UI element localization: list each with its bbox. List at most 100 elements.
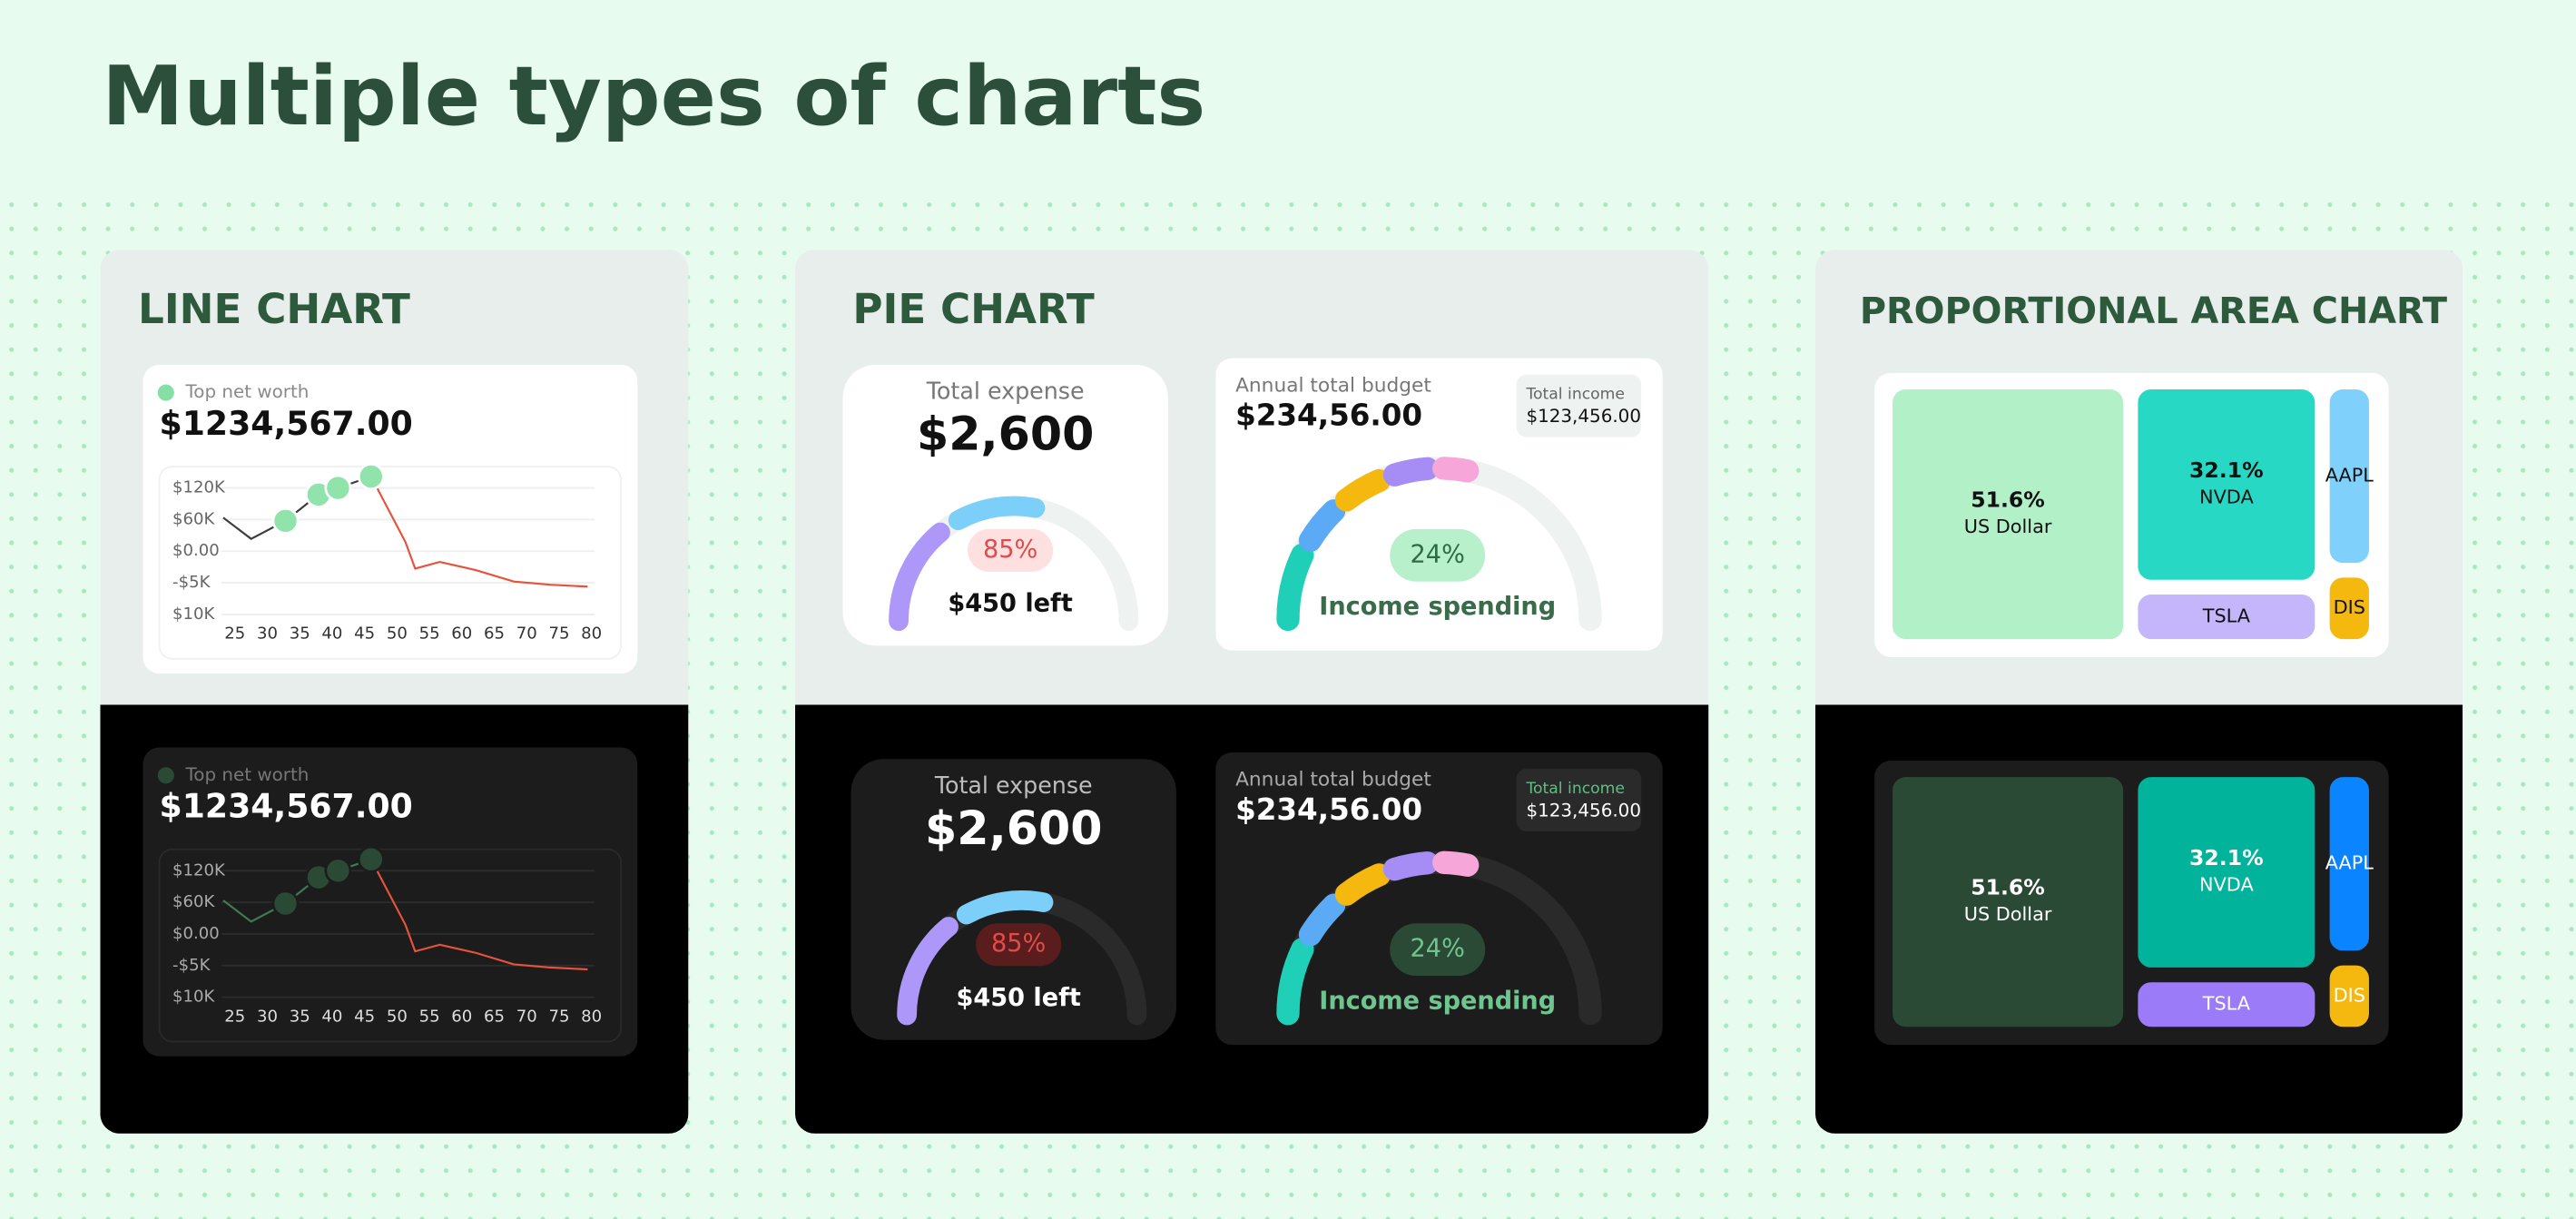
card: Top net worth$1234,567.00 $10K -$5K $0.00 $6… [143, 364, 638, 674]
side-title: Total income [1525, 385, 1625, 403]
plot-bg [158, 466, 623, 660]
tile [2329, 388, 2369, 564]
point-marker [357, 845, 385, 873]
y-tick-label: $0.00 [172, 924, 220, 943]
y-tick-label: $60K [172, 892, 216, 911]
legend-marker [157, 767, 174, 784]
tile-value: 32.1% [2189, 457, 2264, 483]
card-title: Annual total budget [1235, 769, 1431, 791]
point-marker [357, 463, 385, 490]
gauge-segment [1276, 543, 1314, 632]
gauge-segment [948, 496, 1046, 531]
x-tick-label: 40 [321, 624, 342, 644]
value-label: 24% [1411, 540, 1465, 568]
tile-label: AAPL [2325, 465, 2374, 487]
legend-label: Top net worth [185, 381, 310, 402]
tile [1893, 777, 2124, 1027]
x-tick-label: 55 [419, 1007, 440, 1026]
tile-label: TSLA [2202, 993, 2251, 1015]
value-label: 85% [983, 536, 1037, 564]
section-title: PIE CHART [852, 285, 1094, 333]
y-tick-label: $10K [172, 605, 216, 624]
x-tick-label: 75 [548, 1007, 569, 1026]
card: Annual total budget$234,56.00 Total incom… [1215, 358, 1663, 651]
tile-value: 32.1% [2189, 845, 2264, 870]
gauge-segment [956, 890, 1054, 925]
y-tick-label: $60K [172, 509, 216, 528]
tile-value: 51.6% [1971, 487, 2045, 513]
line-decline [369, 859, 588, 971]
tile-label: NVDA [2199, 486, 2254, 507]
side-title: Total income [1525, 780, 1625, 798]
x-tick-label: 25 [224, 1007, 245, 1026]
point-marker [271, 890, 300, 918]
gauge-segment [1334, 468, 1391, 512]
subtitle: $2,600 [917, 407, 1094, 460]
tile-label: DIS [2334, 984, 2365, 1006]
value-badge [968, 528, 1054, 572]
line-decline [369, 476, 588, 588]
side-box [1516, 769, 1642, 831]
y-tick-label: $10K [172, 988, 216, 1007]
subtitle: $1234,567.00 [160, 787, 413, 826]
x-tick-label: 50 [387, 1007, 408, 1026]
card: 51.6% US Dollar 32.1% NVDA AAPL TSLA DIS [1874, 372, 2389, 657]
plot-bg [158, 848, 623, 1043]
y-tick-label: $120K [172, 478, 226, 497]
tile [2329, 965, 2369, 1027]
tile-label: AAPL [2325, 852, 2374, 874]
y-tick-label: -$5K [172, 956, 211, 975]
tile-value: 51.6% [1971, 875, 2045, 900]
y-tick-label: $120K [172, 860, 226, 880]
tile [2329, 577, 2369, 640]
caption: $450 left [956, 984, 1080, 1012]
page-title: Multiple types of charts [102, 49, 1205, 144]
tile-label: US Dollar [1964, 516, 2052, 537]
y-tick-label: -$5K [172, 573, 211, 592]
value-badge [1390, 528, 1486, 582]
point-marker [271, 506, 300, 535]
caption: Income spending [1319, 988, 1556, 1016]
gauge-segment [1298, 893, 1346, 947]
subtitle: $1234,567.00 [160, 404, 413, 443]
y-tick-label: $0.00 [172, 541, 220, 560]
tile-label: NVDA [2199, 873, 2254, 895]
card: Total expense$2,600 85% $450 left [842, 364, 1168, 646]
tile [2138, 388, 2315, 580]
x-tick-label: 25 [224, 624, 245, 644]
x-tick-label: 40 [321, 1007, 342, 1026]
x-tick-label: 60 [451, 1007, 472, 1026]
x-tick-label: 35 [290, 1007, 310, 1026]
side-box [1516, 374, 1642, 437]
tile [2138, 777, 2315, 968]
tile-label: TSLA [2202, 605, 2251, 627]
tile [2329, 777, 2369, 951]
caption: $450 left [948, 590, 1072, 618]
value-label: 24% [1411, 935, 1465, 963]
tile [1893, 388, 2124, 640]
side-value: $123,456.00 [1526, 801, 1641, 821]
card-title: Total expense [926, 378, 1085, 405]
section-title: LINE CHART [138, 285, 410, 333]
section-title: PROPORTIONAL AREA CHART [1860, 290, 2447, 332]
side-value: $123,456.00 [1526, 406, 1641, 427]
value-label: 85% [991, 929, 1046, 958]
tile-label: US Dollar [1964, 903, 2052, 925]
gauge-segment [1432, 850, 1480, 877]
x-tick-label: 55 [419, 624, 440, 644]
x-tick-label: 70 [516, 624, 537, 644]
gauge-segment [1432, 457, 1480, 483]
tile [2138, 595, 2315, 640]
gauge-segment [1382, 851, 1440, 881]
point-marker [324, 474, 352, 502]
gauge-segment [1382, 457, 1440, 487]
x-tick-label: 30 [257, 624, 278, 644]
x-tick-label: 75 [548, 624, 569, 644]
card: Top net worth$1234,567.00 $10K -$5K $0.00 $6… [143, 747, 638, 1057]
caption: Income spending [1319, 593, 1556, 621]
subtitle: $2,600 [925, 801, 1102, 855]
legend-label: Top net worth [185, 764, 310, 785]
card: Annual total budget$234,56.00 Total incom… [1215, 752, 1663, 1046]
tile [2138, 982, 2315, 1027]
x-tick-label: 60 [451, 624, 472, 644]
